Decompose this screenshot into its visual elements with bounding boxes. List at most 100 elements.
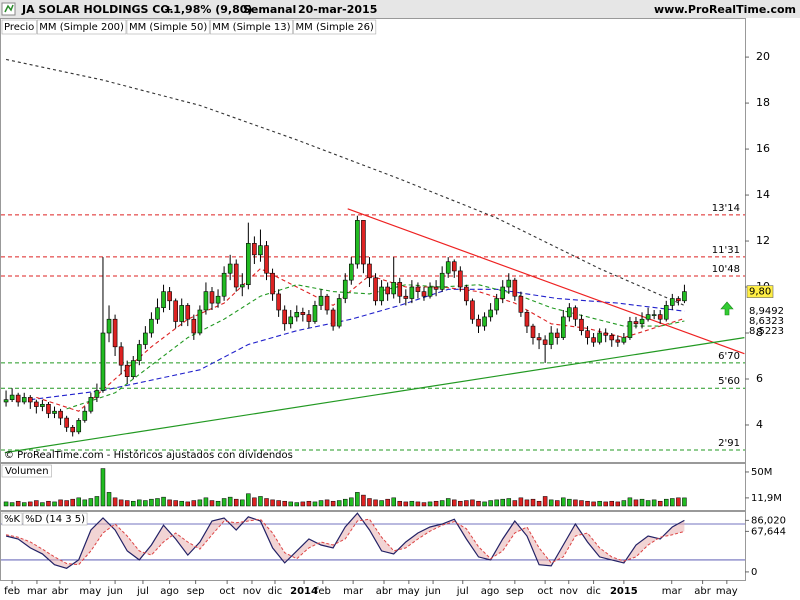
volume-bar <box>124 500 130 507</box>
candle-body <box>197 309 203 334</box>
volume-bar <box>94 496 100 507</box>
candle-body <box>15 394 21 403</box>
volume-bar <box>106 492 112 507</box>
volume-bar <box>300 501 306 507</box>
change: +1,98% (9,80) <box>164 3 252 16</box>
volume-bar <box>585 500 590 507</box>
volume-bar <box>409 500 415 507</box>
candle-body <box>621 337 627 343</box>
candle-body <box>324 295 330 311</box>
volume-bar <box>34 500 39 507</box>
x-tick-label: nov <box>560 586 578 597</box>
candle-body <box>282 309 287 325</box>
volume-bar <box>548 499 554 507</box>
candle-body <box>276 293 281 311</box>
volume-bar <box>112 497 118 507</box>
x-tick-label: may <box>79 586 101 597</box>
volume-bar <box>161 496 166 507</box>
price-marker-box <box>746 285 774 298</box>
price-layer: 46810121416182013'1411'3110'486'705'602'… <box>1 50 784 454</box>
candle-body <box>94 390 100 398</box>
candle-body <box>409 286 415 299</box>
volume-bar <box>342 498 348 507</box>
volume-bar <box>361 494 366 507</box>
header-bar <box>0 0 800 18</box>
volume-bar <box>385 498 390 507</box>
candle-body <box>258 245 263 256</box>
x-tick-label: jul <box>136 586 149 597</box>
moving-average <box>30 288 685 401</box>
level-label: 5'60 <box>718 376 740 387</box>
volume-bar <box>294 502 300 507</box>
volume-bar <box>46 500 51 507</box>
volume-bar <box>179 500 184 507</box>
volume-bar <box>561 497 566 507</box>
volume-bar <box>433 500 439 507</box>
volume-bar <box>40 502 45 507</box>
x-tick-label: jul <box>456 586 469 597</box>
legend-box <box>36 19 127 35</box>
candle-body <box>118 346 124 366</box>
y-tick-label: 8 <box>756 326 763 339</box>
volume-bar <box>155 498 160 507</box>
menu-icon[interactable] <box>1 2 16 16</box>
y-tick-label: 67,644 <box>751 526 786 537</box>
x-tick-label: nov <box>243 586 261 597</box>
candle-body <box>124 364 130 377</box>
volume-bar <box>355 492 360 507</box>
candle-body <box>52 410 57 414</box>
trend-line <box>4 337 745 454</box>
volume-bar <box>627 497 633 507</box>
x-tick-label: may <box>398 586 420 597</box>
candle-body <box>554 332 560 338</box>
x-tick-label: oct <box>537 586 553 597</box>
volume-bar <box>379 500 384 507</box>
candle-body <box>233 263 239 288</box>
candle-body <box>221 272 227 297</box>
volume-bar <box>349 497 354 507</box>
candle-body <box>64 417 69 428</box>
candle-body <box>361 220 366 265</box>
volume-bar <box>554 500 560 507</box>
moving-average <box>66 284 685 410</box>
volume-bar <box>233 498 239 507</box>
candle-body <box>76 420 82 433</box>
volume-bar <box>397 500 403 507</box>
panels <box>0 18 746 581</box>
candle-body <box>137 344 142 361</box>
candle-body <box>512 279 518 297</box>
volume-bar <box>445 498 451 507</box>
x-tick-label: mar <box>27 586 48 597</box>
volume-bar <box>542 496 548 507</box>
site: www.ProRealTime.com <box>654 3 796 16</box>
volume-bar <box>21 502 27 507</box>
x-tick-label: ago <box>481 586 500 597</box>
volume-bar <box>3 501 9 507</box>
candle-body <box>336 298 342 327</box>
level-label: 10'48 <box>712 264 740 275</box>
candle-body <box>676 298 681 302</box>
x-axis: feb mar abr may jun jul ago sep oct nov dic 2014feb… <box>4 580 738 597</box>
candle-body <box>312 305 318 322</box>
x-tick-label: abr <box>376 586 393 597</box>
y-tick-label: 18 <box>756 96 770 109</box>
volume-bar <box>506 498 512 507</box>
volume-bar <box>137 499 142 507</box>
candle-body <box>112 318 118 348</box>
y-tick-label: 12 <box>756 234 770 247</box>
x-tick-label: sep <box>506 586 524 597</box>
volume-bar <box>258 496 263 507</box>
candle-body <box>252 243 257 256</box>
volume-bar <box>227 496 233 507</box>
stochastic-line <box>6 518 685 566</box>
candle-body <box>470 300 475 320</box>
volume-bar <box>415 501 421 507</box>
volume-bar <box>633 499 639 507</box>
volume-bar <box>167 499 172 507</box>
volume-bar <box>143 500 148 507</box>
candle-body <box>373 277 378 302</box>
volume-bar <box>70 498 75 507</box>
y-tick-label: 16 <box>756 142 770 155</box>
volume-bar <box>597 500 602 507</box>
